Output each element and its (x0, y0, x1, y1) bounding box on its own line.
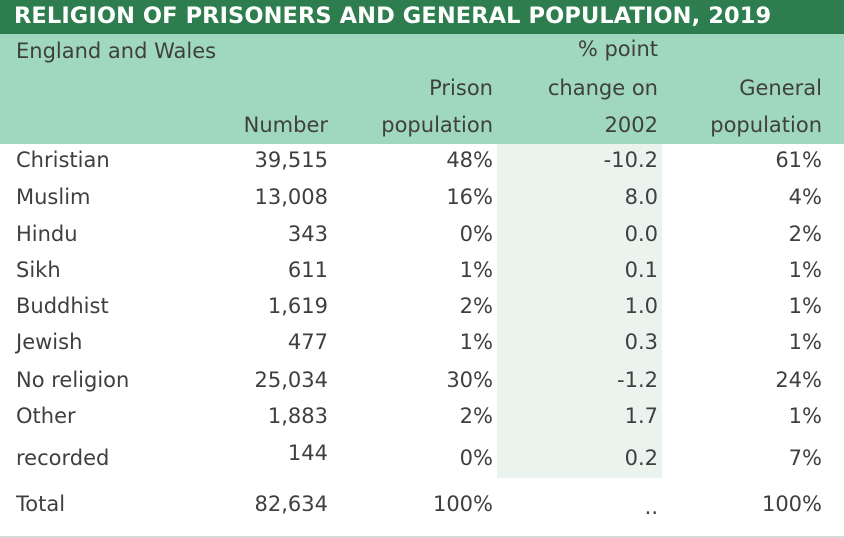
header-change-line2: change on (547, 76, 658, 100)
cell-number: 343 (287, 222, 328, 246)
cell-number: 82,634 (254, 492, 328, 516)
cell-number: 13,008 (254, 185, 328, 209)
cell-religion: Other (16, 404, 76, 428)
cell-prison-population: 100% (432, 492, 493, 516)
cell-general-population: 1% (788, 258, 822, 282)
header-prison-line1: Prison (429, 76, 493, 100)
header-general-line1: General (739, 76, 822, 100)
cell-prison-population: 1% (459, 330, 493, 354)
cell-prison-population: 2% (459, 294, 493, 318)
cell-general-population: 1% (788, 294, 822, 318)
cell-general-population: 61% (775, 148, 822, 172)
cell-religion: Muslim (16, 185, 91, 209)
header-change-line3: 2002 (604, 113, 658, 137)
cell-prison-population: 1% (459, 258, 493, 282)
page-title: RELIGION OF PRISONERS AND GENERAL POPULA… (0, 0, 844, 34)
cell-change-since-2002: -10.2 (603, 148, 658, 172)
cell-change-since-2002: 0.2 (624, 446, 658, 470)
cell-prison-population: 0% (459, 222, 493, 246)
cell-change-since-2002: 0.1 (624, 258, 658, 282)
cell-religion: Hindu (16, 222, 78, 246)
cell-number: 25,034 (254, 368, 328, 392)
cell-religion: No religion (16, 368, 130, 392)
cell-general-population: 7% (788, 446, 822, 470)
change-column-shading (497, 144, 662, 478)
cell-change-since-2002: 0.0 (624, 222, 658, 246)
cell-prison-population: 0% (459, 446, 493, 470)
header-prison-line2: population (381, 113, 493, 137)
cell-prison-population: 16% (446, 185, 493, 209)
cell-religion: Christian (16, 148, 110, 172)
cell-religion: Sikh (16, 258, 61, 282)
cell-number: 611 (287, 258, 328, 282)
table-header-band (0, 34, 844, 144)
cell-number: 1,883 (267, 404, 328, 428)
cell-religion: Buddhist (16, 294, 109, 318)
cell-religion: Jewish (16, 330, 83, 354)
cell-change-since-2002: -1.2 (617, 368, 658, 392)
table-bottom-rule (0, 536, 844, 538)
cell-general-population: 1% (788, 330, 822, 354)
cell-religion: recorded (16, 446, 110, 470)
cell-change-since-2002: 1.0 (624, 294, 658, 318)
cell-prison-population: 30% (446, 368, 493, 392)
cell-change-since-2002: 1.7 (624, 404, 658, 428)
cell-general-population: 2% (788, 222, 822, 246)
header-general-line2: population (710, 113, 822, 137)
cell-number: 477 (287, 330, 328, 354)
table-subtitle: England and Wales (16, 39, 217, 63)
cell-general-population: 100% (761, 492, 822, 516)
cell-number: 39,515 (254, 148, 328, 172)
cell-change-since-2002: 8.0 (624, 185, 658, 209)
cell-change-since-2002: .. (644, 495, 658, 519)
header-number: Number (243, 113, 328, 137)
cell-number: 144 (287, 441, 328, 465)
cell-general-population: 4% (788, 185, 822, 209)
cell-religion: Total (16, 492, 66, 516)
header-change-line1: % point (577, 37, 658, 61)
cell-change-since-2002: 0.3 (624, 330, 658, 354)
cell-number: 1,619 (267, 294, 328, 318)
cell-prison-population: 48% (446, 148, 493, 172)
cell-prison-population: 2% (459, 404, 493, 428)
cell-general-population: 24% (775, 368, 822, 392)
cell-general-population: 1% (788, 404, 822, 428)
